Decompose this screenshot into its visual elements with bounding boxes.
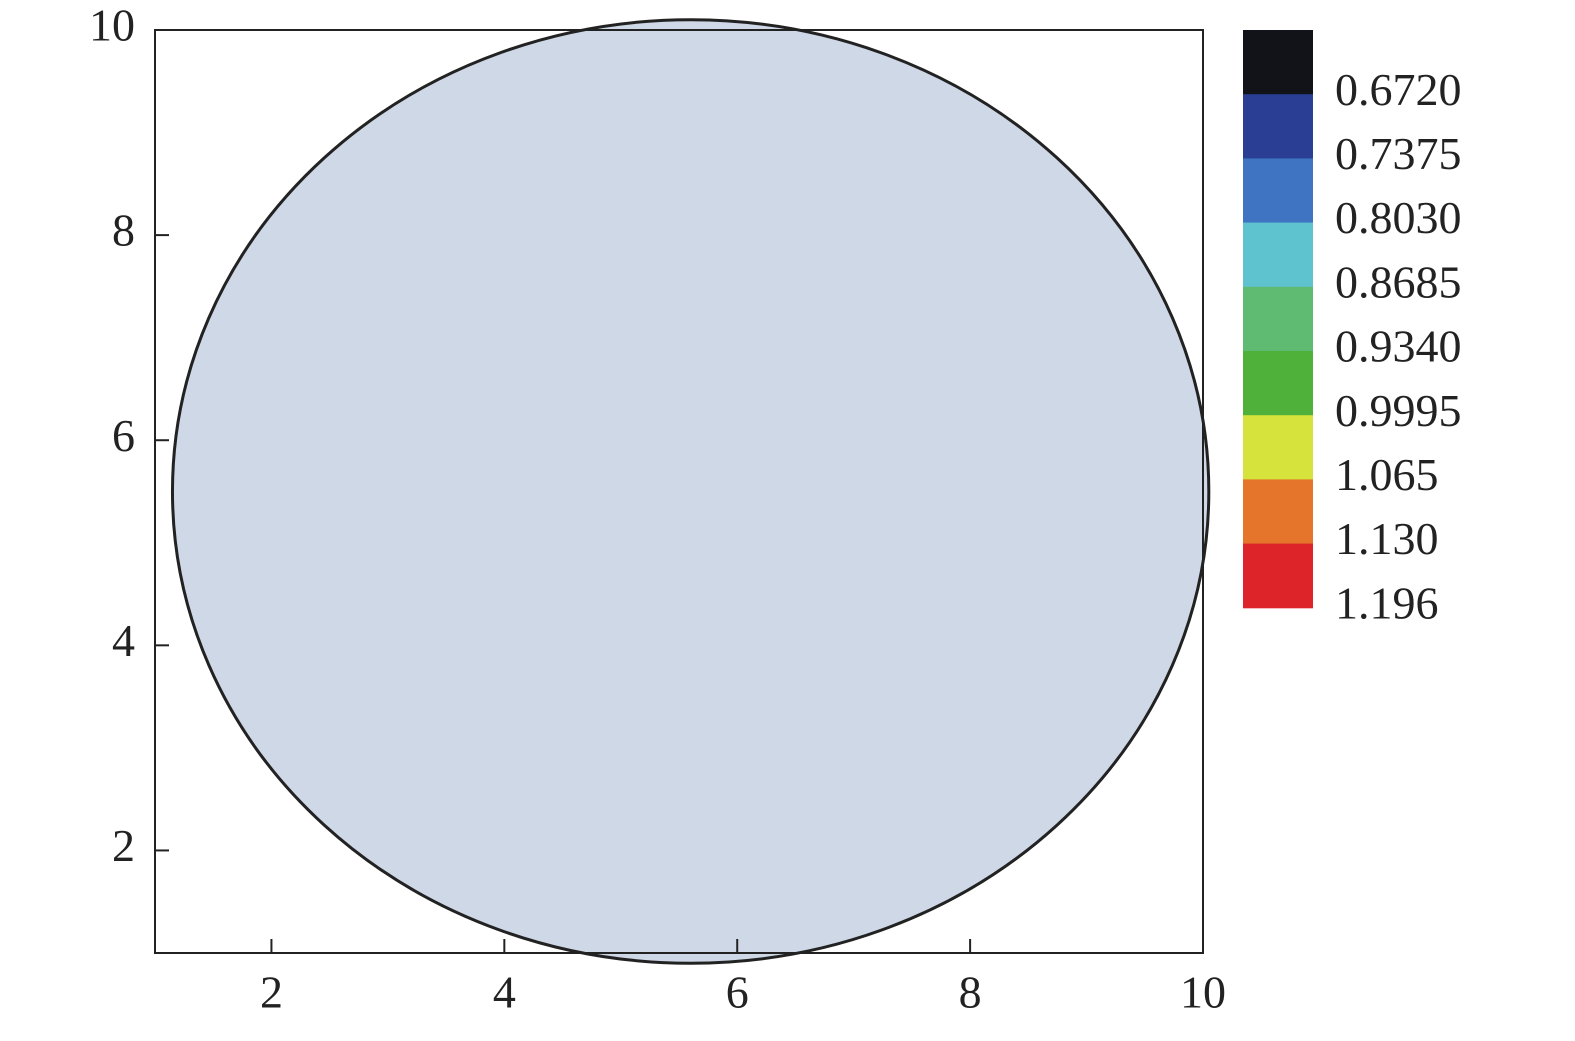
y-tick-label: 4 [112, 615, 135, 666]
colorbar-label: 0.6720 [1335, 64, 1462, 115]
y-tick-label: 2 [112, 820, 135, 871]
wafer [170, 18, 1211, 965]
colorbar-label: 1.196 [1335, 577, 1439, 628]
colorbar-band [1243, 158, 1313, 224]
colorbar-band [1243, 222, 1313, 288]
colorbar-band [1243, 543, 1313, 609]
y-tick-label: 6 [112, 410, 135, 461]
colorbar-label: 0.7375 [1335, 128, 1462, 179]
x-tick-label: 10 [1180, 967, 1226, 1018]
colorbar-band [1243, 30, 1313, 95]
colorbar-label: 1.065 [1335, 449, 1439, 500]
plot-frame [154, 29, 1204, 954]
x-tick-label: 4 [493, 967, 516, 1018]
colorbar-band [1243, 351, 1313, 416]
colorbar-label: 0.9340 [1335, 321, 1462, 372]
y-tick-label: 8 [112, 205, 135, 256]
colorbar-label: 0.8030 [1335, 192, 1462, 243]
colorbar-band [1243, 415, 1313, 480]
colorbar-band [1243, 479, 1313, 545]
colorbar-label: 0.8685 [1335, 256, 1462, 307]
x-tick-label: 8 [959, 967, 982, 1018]
y-tick-label: 10 [89, 0, 135, 51]
x-tick-label: 6 [726, 967, 749, 1018]
colorbar-label: 0.9995 [1335, 385, 1462, 436]
colorbar-band [1243, 286, 1313, 352]
colorbar-label: 1.130 [1335, 513, 1439, 564]
colorbar-band [1243, 94, 1313, 159]
x-tick-label: 2 [260, 967, 283, 1018]
